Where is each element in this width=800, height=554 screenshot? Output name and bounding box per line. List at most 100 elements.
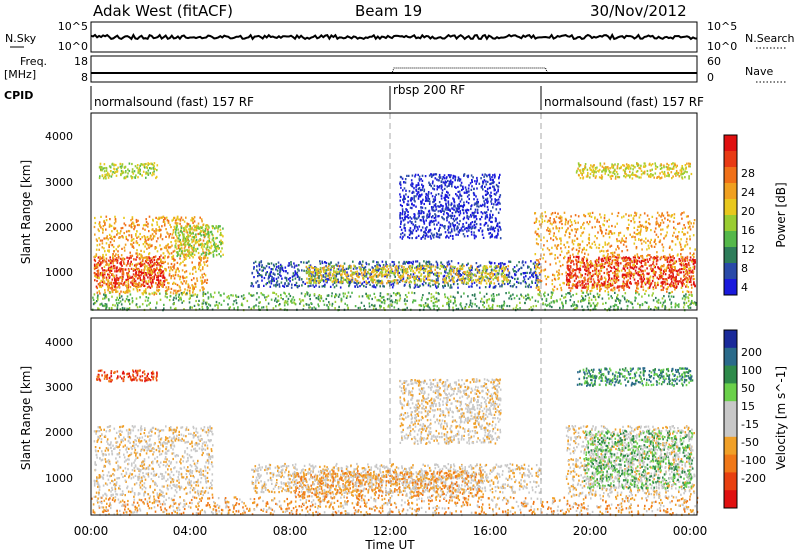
- range-cell: [195, 229, 198, 232]
- range-cell: [161, 238, 164, 241]
- range-cell: [634, 238, 637, 241]
- range-cell: [318, 285, 321, 288]
- range-cell: [475, 215, 477, 218]
- range-cell: [290, 286, 293, 289]
- range-cell: [576, 286, 579, 289]
- range-cell: [186, 242, 189, 245]
- range-cell: [118, 236, 120, 239]
- range-cell: [639, 213, 642, 217]
- range-cell: [142, 257, 144, 260]
- range-cell: [456, 194, 458, 197]
- range-cell: [325, 280, 327, 283]
- range-cell: [111, 162, 114, 165]
- range-cell: [497, 273, 499, 276]
- range-cell: [481, 173, 484, 176]
- range-cell: [616, 240, 618, 243]
- range-cell: [673, 257, 675, 260]
- range-cell: [578, 271, 581, 274]
- range-cell: [408, 236, 411, 240]
- range-cell: [575, 269, 577, 272]
- range-cell: [177, 244, 180, 247]
- range-cell: [640, 242, 643, 245]
- range-cell: [348, 285, 350, 288]
- range-cell: [441, 263, 444, 266]
- range-cell: [494, 175, 496, 178]
- range-cell: [577, 260, 580, 263]
- range-cell: [272, 263, 275, 266]
- range-cell: [103, 237, 105, 240]
- range-cell: [487, 272, 490, 275]
- range-cell: [308, 277, 310, 281]
- range-cell: [147, 271, 149, 274]
- range-cell: [406, 277, 409, 280]
- range-cell: [162, 281, 164, 284]
- range-cell: [649, 284, 651, 287]
- range-cell: [635, 272, 637, 275]
- range-cell: [474, 211, 476, 214]
- range-cell: [371, 271, 373, 274]
- range-cell: [113, 250, 115, 253]
- range-cell: [291, 275, 294, 278]
- range-cell: [514, 277, 516, 281]
- range-cell: [496, 236, 498, 239]
- range-cell: [114, 285, 116, 288]
- range-cell: [186, 248, 188, 252]
- range-cell: [625, 213, 627, 216]
- range-cell: [401, 265, 403, 268]
- range-cell: [407, 236, 409, 239]
- range-cell: [202, 288, 204, 291]
- range-cell: [201, 268, 204, 271]
- range-cell: [656, 258, 658, 261]
- range-cell: [489, 232, 492, 235]
- range-cell: [204, 234, 206, 237]
- range-cell: [114, 258, 117, 261]
- range-cell: [423, 220, 425, 223]
- range-cell: [108, 276, 111, 279]
- range-cell: [402, 268, 404, 271]
- range-cell: [162, 215, 164, 219]
- range-cell: [493, 262, 496, 265]
- range-cell: [449, 279, 452, 282]
- range-cell: [576, 261, 578, 264]
- range-cell: [103, 276, 106, 279]
- range-cell: [173, 277, 176, 280]
- range-cell: [199, 261, 201, 264]
- range-cell: [329, 279, 332, 282]
- range-cell: [316, 269, 319, 272]
- range-cell: [403, 196, 406, 199]
- nsearch-tick-bottom: 10^0: [707, 40, 737, 53]
- range-cell: [159, 281, 162, 284]
- range-cell: [518, 268, 521, 271]
- range-cell: [575, 286, 577, 289]
- range-cell: [638, 256, 641, 260]
- range-cell: [483, 179, 486, 182]
- range-cell: [123, 258, 126, 261]
- range-cell: [421, 186, 424, 189]
- range-cell: [181, 282, 184, 285]
- range-cell: [325, 274, 327, 277]
- range-cell: [142, 259, 144, 262]
- range-cell: [616, 278, 619, 282]
- range-cell: [115, 257, 118, 260]
- range-cell: [452, 277, 454, 280]
- range-cell: [157, 262, 159, 265]
- range-cell: [141, 254, 143, 257]
- range-cell: [527, 277, 530, 280]
- range-cell: [679, 263, 682, 266]
- range-cell: [403, 201, 405, 204]
- range-cell: [157, 290, 159, 293]
- range-cell: [572, 253, 574, 256]
- range-cell: [466, 235, 469, 238]
- range-cell: [121, 247, 123, 250]
- range-cell: [313, 285, 316, 288]
- range-cell: [134, 165, 137, 168]
- range-cell: [501, 280, 504, 283]
- range-cell: [353, 272, 356, 275]
- range-cell: [137, 283, 140, 287]
- range-cell: [493, 203, 495, 206]
- range-cell: [162, 280, 165, 283]
- range-cell: [179, 218, 182, 221]
- range-cell: [279, 268, 281, 271]
- range-cell: [436, 188, 438, 191]
- range-cell: [131, 275, 134, 278]
